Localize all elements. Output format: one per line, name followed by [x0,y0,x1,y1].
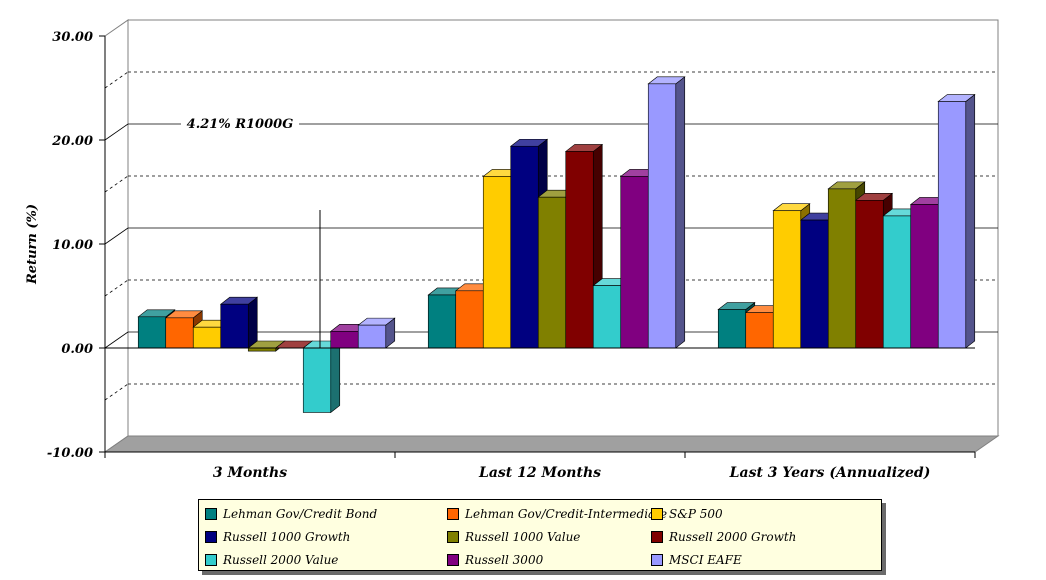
x-category-label: Last 3 Years (Annualized) [729,465,931,481]
bar-front [883,216,911,348]
legend-item: Russell 2000 Growth [651,529,796,545]
bar-front [331,331,359,348]
bar-front [166,318,194,348]
y-tick-label: 20.00 [51,134,93,149]
bar-front [193,327,221,348]
bar-side [676,77,685,348]
legend-item: Russell 2000 Value [205,552,338,568]
bar-front [221,304,249,348]
bar-front [621,176,649,348]
legend-swatch [447,508,459,520]
bar-front [718,310,746,348]
bar-front [138,317,166,348]
bar-front [773,211,801,348]
bar-front [358,325,386,348]
legend-label: MSCI EAFE [669,553,742,567]
legend-swatch [447,554,459,566]
legend-item: S&P 500 [651,506,723,522]
x-category-label: Last 12 Months [478,465,601,481]
bar-side [331,341,340,412]
bar [358,318,395,348]
bar-front [911,204,939,348]
bar-front [483,176,511,348]
bar [221,297,258,348]
legend-item: MSCI EAFE [651,552,742,568]
x-category-label: 3 Months [213,465,287,481]
floor [105,436,998,452]
y-tick-label: 0.00 [61,342,93,357]
bar-front [566,151,594,348]
y-tick-label: 30.00 [52,30,93,45]
legend-label: Russell 2000 Growth [669,530,796,544]
annotation-label: 4.21% R1000G [187,117,294,132]
legend-item: Russell 1000 Value [447,529,580,545]
bar-front [938,102,966,348]
bar-front [648,84,676,348]
legend-swatch [205,554,217,566]
bar [648,77,685,348]
bar-front [828,189,856,348]
bar [303,341,340,412]
legend-item: Lehman Gov/Credit Bond [205,506,377,522]
legend-item: Russell 3000 [447,552,543,568]
bar-front [511,146,539,348]
y-tick-label: -10.00 [47,446,93,461]
legend-label: Russell 1000 Growth [223,530,350,544]
legend-label: Russell 3000 [465,553,543,567]
legend-label: Lehman Gov/Credit-Intermediate [465,507,667,521]
bar-side [248,297,257,348]
legend-swatch [205,531,217,543]
bar-front [746,313,774,348]
legend-item: Lehman Gov/Credit-Intermediate [447,506,667,522]
legend-swatch [651,554,663,566]
bar-side [966,95,975,348]
bar-front [428,295,456,348]
bar-front [456,291,484,348]
legend-item: Russell 1000 Growth [205,529,350,545]
bar-front [856,200,884,348]
bar-front [593,286,621,348]
bar [938,95,975,348]
legend-swatch [205,508,217,520]
legend-swatch [447,531,459,543]
legend-label: Russell 2000 Value [223,553,338,567]
y-axis-title: Return (%) [25,204,40,285]
bar-front [538,197,566,348]
bar-front [303,348,331,412]
legend-label: S&P 500 [669,507,723,521]
legend: Lehman Gov/Credit Bond Lehman Gov/Credit-… [198,499,882,571]
legend-label: Russell 1000 Value [465,530,580,544]
legend-swatch [651,508,663,520]
legend-swatch [651,531,663,543]
bar-front [801,220,829,348]
y-tick-label: 10.00 [52,238,93,253]
legend-label: Lehman Gov/Credit Bond [223,507,377,521]
